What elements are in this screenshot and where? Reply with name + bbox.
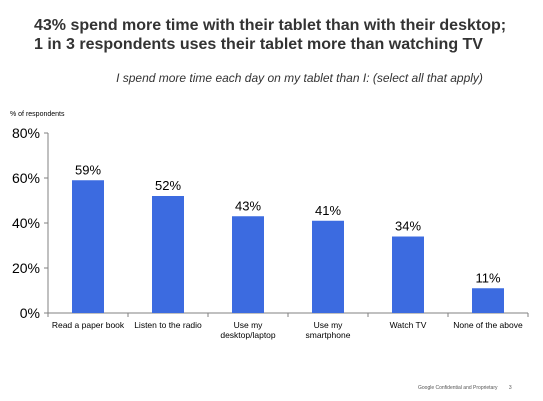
- bar: [152, 196, 184, 313]
- page-number: 3: [508, 385, 512, 391]
- title-line-1: 43% spend more time with their tablet th…: [34, 17, 507, 34]
- category-label: Watch TV: [390, 320, 427, 330]
- y-tick-label: 80%: [12, 125, 40, 141]
- category-label: Use my: [234, 320, 264, 330]
- footer-confidential: Google Confidential and Proprietary: [418, 385, 498, 391]
- title-line-2: 1 in 3 respondents uses their tablet mor…: [34, 36, 483, 53]
- category-label: Listen to the radio: [134, 320, 202, 330]
- category-label: smartphone: [306, 330, 351, 340]
- bar: [232, 216, 264, 313]
- bar-value-label: 41%: [315, 203, 341, 218]
- bar: [312, 220, 344, 313]
- y-tick-label: 0%: [20, 305, 40, 321]
- y-tick-label: 60%: [12, 170, 40, 186]
- y-axis-label: % of respondents: [10, 111, 65, 118]
- category-label: desktop/laptop: [220, 330, 276, 340]
- category-label: Read a paper book: [52, 320, 125, 330]
- bar-value-label: 43%: [235, 198, 261, 213]
- y-tick-label: 20%: [12, 260, 40, 276]
- category-label: Use my: [314, 320, 344, 330]
- bar-value-label: 52%: [155, 178, 181, 193]
- bar-value-label: 11%: [475, 270, 500, 285]
- bar-value-label: 59%: [75, 162, 101, 177]
- category-label: None of the above: [453, 320, 523, 330]
- bar: [392, 236, 424, 313]
- bar-value-label: 34%: [395, 219, 421, 234]
- page-title: 43% spend more time with their tablet th…: [34, 16, 506, 54]
- y-tick-label: 40%: [12, 215, 40, 231]
- bar: [72, 180, 104, 313]
- footer: Google Confidential and Proprietary 3: [418, 385, 512, 391]
- chart-title: I spend more time each day on my tablet …: [116, 71, 483, 85]
- bar: [472, 288, 504, 313]
